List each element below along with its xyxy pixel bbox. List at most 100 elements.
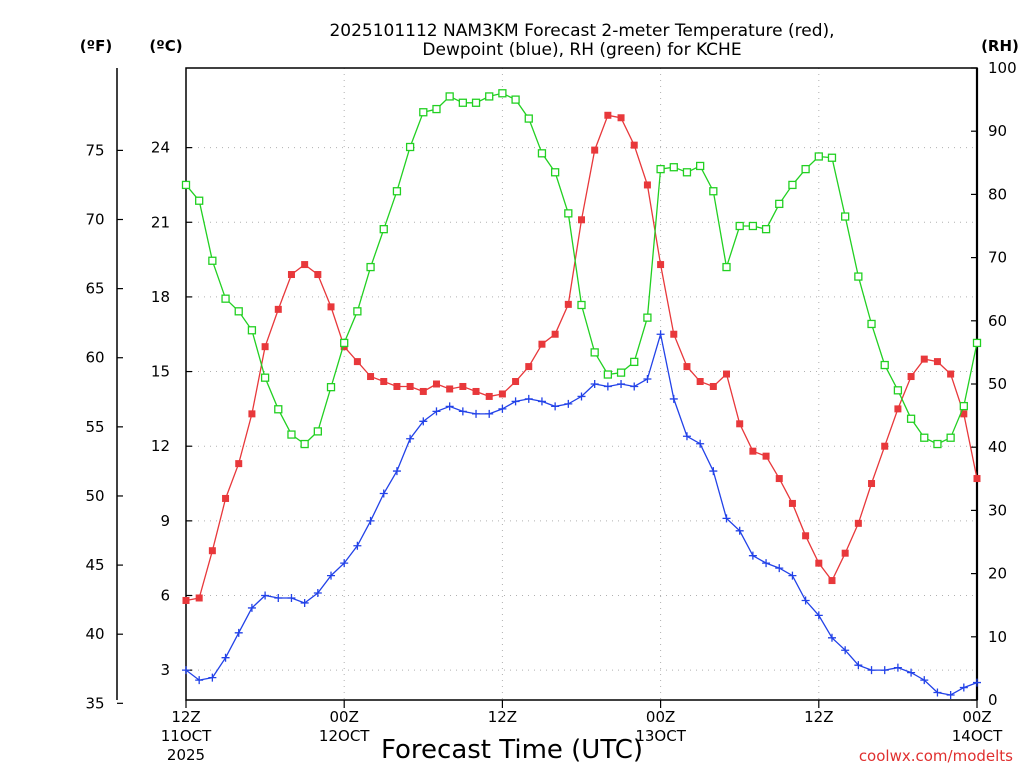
- rh-axis-unit: (RH): [981, 37, 1019, 55]
- dewpoint-point: [274, 593, 283, 602]
- dewpoint-point: [551, 402, 560, 411]
- fahrenheit-tick-label: 65: [85, 280, 104, 298]
- temperature-point: [393, 382, 401, 390]
- temperature-point: [933, 358, 941, 366]
- x-axis-label: Forecast Time (UTC): [381, 735, 643, 765]
- dewpoint-point: [458, 407, 467, 416]
- dewpoint-point: [182, 666, 190, 675]
- temperature-point: [920, 355, 928, 363]
- dewpoint-point: [287, 593, 296, 602]
- dewpoint-point: [392, 467, 401, 476]
- rh-point: [419, 108, 428, 117]
- rh-point: [722, 262, 731, 272]
- temperature-point: [749, 447, 757, 455]
- rh-point: [775, 199, 784, 209]
- dewpoint-point: [669, 394, 678, 403]
- temperature-point: [815, 559, 823, 567]
- time-tick-label: 00Z: [330, 708, 359, 726]
- temperature-point: [960, 410, 968, 418]
- dewpoint-point: [775, 564, 784, 573]
- dewpoint-point: [643, 375, 652, 384]
- dewpoint-point: [564, 399, 573, 408]
- series-rh: [181, 89, 982, 449]
- rh-point: [287, 430, 296, 439]
- temperature-point: [828, 577, 836, 585]
- rh-point: [485, 92, 494, 101]
- dewpoint-point: [498, 404, 507, 413]
- series-dewpoint: [182, 330, 981, 700]
- rh-point: [854, 272, 863, 281]
- rh-tick-label: 0: [988, 691, 998, 709]
- time-tick-date-label: 13OCT: [635, 727, 686, 745]
- temperature-point: [195, 594, 203, 602]
- dewpoint-point: [933, 688, 942, 697]
- temperature-point: [802, 532, 810, 540]
- dewpoint-point: [907, 668, 916, 677]
- rh-point: [247, 326, 257, 335]
- temperature-point: [472, 387, 480, 395]
- rh-point: [458, 98, 468, 107]
- temperature-point: [723, 370, 731, 378]
- time-tick-label: 00Z: [646, 708, 675, 726]
- rh-point: [445, 92, 454, 101]
- rh-axis: 0 10 20 30 40 50 60 70 80 90 100: [971, 59, 1017, 709]
- dewpoint-point: [261, 591, 270, 600]
- rh-point: [920, 433, 929, 442]
- rh-point: [867, 319, 876, 329]
- fahrenheit-tick-label: 55: [85, 418, 104, 436]
- rh-point: [682, 168, 692, 177]
- temperature-point: [696, 378, 704, 386]
- temperature-point: [551, 330, 559, 338]
- temperature-point: [287, 271, 295, 279]
- rh-point: [748, 221, 758, 231]
- temperature-point: [498, 390, 506, 398]
- temperature-point: [775, 475, 783, 483]
- rh-point: [274, 405, 283, 414]
- dewpoint-point: [524, 394, 533, 403]
- temperature-point: [973, 475, 981, 483]
- celsius-tick-label: 9: [160, 512, 170, 530]
- celsius-tick-label: 6: [160, 586, 170, 604]
- rh-point: [326, 383, 336, 392]
- fahrenheit-axis-unit: (ºF): [80, 37, 112, 55]
- dewpoint-point: [603, 382, 612, 391]
- temperature-point: [314, 271, 322, 279]
- dewpoint-point: [313, 589, 322, 598]
- rh-point: [550, 168, 560, 177]
- rh-point: [511, 95, 520, 104]
- celsius-tick-label: 18: [151, 288, 170, 306]
- dewpoint-point: [485, 409, 494, 418]
- rh-point: [880, 360, 889, 370]
- rh-point: [669, 163, 678, 172]
- time-tick-date-label: 14OCT: [952, 727, 1003, 745]
- rh-point: [972, 338, 982, 348]
- rh-point: [260, 373, 270, 382]
- rh-point: [827, 153, 837, 162]
- dewpoint-point: [722, 514, 731, 523]
- rh-point: [340, 338, 349, 348]
- rh-point: [841, 212, 850, 221]
- celsius-tick-label: 15: [151, 363, 170, 381]
- temperature-point: [762, 452, 770, 460]
- rh-tick-label: 20: [988, 565, 1007, 583]
- fahrenheit-tick-label: 45: [85, 556, 104, 574]
- fahrenheit-tick-label: 75: [85, 141, 104, 159]
- dewpoint-point: [617, 380, 626, 388]
- temperature-point: [907, 373, 915, 381]
- dewpoint-line: [185, 334, 978, 696]
- rh-point: [603, 370, 613, 379]
- dewpoint-point: [472, 409, 481, 418]
- rh-point: [221, 294, 230, 303]
- temperature-point: [525, 363, 533, 371]
- temperature-point: [406, 382, 414, 390]
- rh-point: [906, 414, 916, 423]
- temperature-point: [670, 330, 678, 338]
- dewpoint-point: [353, 541, 362, 550]
- rh-point: [234, 307, 243, 316]
- temperature-point: [380, 378, 388, 386]
- dewpoint-point: [788, 571, 797, 580]
- dewpoint-point: [762, 559, 771, 568]
- dewpoint-point: [748, 551, 757, 560]
- dewpoint-point: [827, 633, 836, 642]
